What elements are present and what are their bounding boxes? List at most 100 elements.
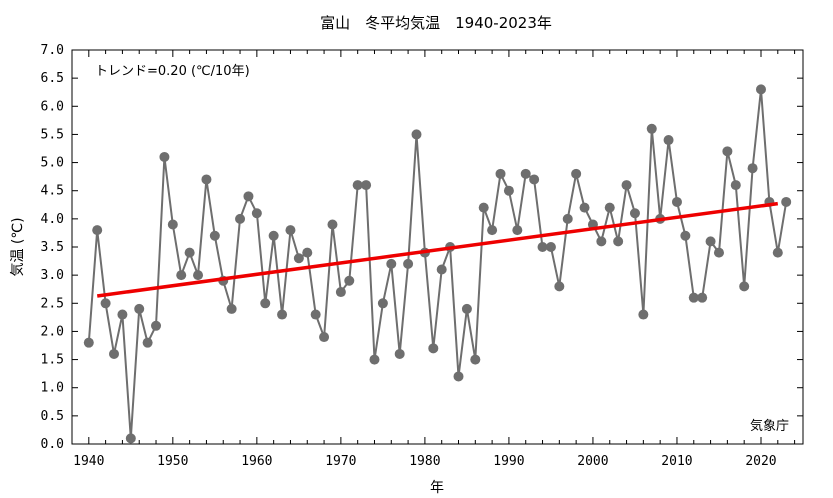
data-point (722, 146, 733, 157)
data-point (461, 303, 472, 314)
data-point (319, 332, 330, 343)
data-point (680, 230, 691, 241)
data-point (713, 247, 724, 258)
data-point (755, 84, 766, 95)
data-point (251, 208, 262, 219)
data-point (327, 219, 338, 230)
x-tick-label: 1950 (157, 454, 188, 469)
data-point (184, 247, 195, 258)
y-tick-label: 6.0 (41, 99, 64, 114)
data-point (394, 348, 405, 359)
data-point (403, 258, 414, 269)
x-axis-label: 年 (430, 480, 444, 496)
data-point (705, 236, 716, 247)
y-tick-label: 7.0 (41, 43, 64, 58)
x-tick-label: 1980 (409, 454, 440, 469)
data-point (453, 371, 464, 382)
data-point (621, 180, 632, 191)
data-point (134, 303, 145, 314)
data-point (302, 247, 313, 258)
data-point (545, 242, 556, 252)
y-tick-label: 5.5 (41, 127, 64, 142)
data-point (176, 270, 187, 281)
trend-annotation: トレンド=0.20 (℃/10年) (95, 64, 250, 79)
x-axis: 1940 1950 1960 1970 1980 1990 2000 2010 2020 (73, 50, 796, 469)
data-point (167, 219, 178, 230)
data-point (377, 298, 388, 309)
data-point (436, 264, 447, 275)
data-point (671, 196, 682, 207)
data-point (520, 168, 531, 179)
x-tick-label: 1960 (241, 454, 272, 469)
data-point (310, 309, 321, 320)
data-point (369, 354, 380, 365)
y-tick-label: 2.5 (41, 296, 64, 311)
data-point (478, 202, 489, 213)
trend-line (96, 201, 779, 298)
data-point (596, 236, 607, 247)
data-point (638, 309, 649, 320)
y-tick-label: 6.5 (41, 71, 64, 86)
y-tick-label: 0.5 (41, 409, 64, 424)
data-point (151, 320, 162, 331)
data-point (235, 213, 246, 224)
data-point (562, 213, 573, 224)
data-point (243, 191, 254, 202)
x-tick-label: 1940 (73, 454, 104, 469)
data-point (193, 270, 204, 281)
data-point (285, 225, 296, 236)
data-point (629, 208, 640, 219)
data-point (537, 242, 548, 252)
y-tick-label: 1.5 (41, 353, 64, 368)
data-point (100, 298, 111, 309)
source-label: 気象庁 (750, 418, 789, 434)
y-axis-label: 気温 (℃) (10, 217, 26, 276)
data-point (663, 135, 674, 146)
data-point (529, 174, 540, 185)
data-point (428, 343, 439, 354)
data-point (83, 337, 94, 348)
data-point (697, 292, 708, 303)
chart-title: 富山 冬平均気温 1940-2023年 (320, 14, 552, 32)
data-point (117, 309, 128, 320)
data-point (125, 433, 136, 444)
data-point (201, 174, 212, 185)
temperature-line (87, 89, 788, 439)
data-point (772, 247, 783, 258)
y-tick-label: 5.0 (41, 156, 64, 171)
data-point (781, 196, 792, 207)
y-tick-label: 3.0 (41, 268, 64, 283)
y-tick-label: 1.0 (41, 381, 64, 396)
data-point (411, 129, 422, 140)
y-tick-label: 4.5 (41, 184, 64, 199)
data-point (226, 303, 237, 314)
data-point (268, 230, 279, 241)
data-point (495, 168, 506, 179)
data-point (470, 354, 481, 365)
data-point (487, 225, 498, 236)
data-point (142, 337, 153, 348)
data-point (646, 123, 657, 134)
data-point (277, 309, 288, 320)
data-point (688, 292, 699, 303)
data-point (512, 225, 523, 236)
y-tick-label: 0.0 (41, 437, 64, 452)
data-point (109, 348, 120, 359)
x-tick-label: 1970 (325, 454, 356, 469)
y-tick-label: 2.0 (41, 324, 64, 339)
data-point (209, 230, 220, 241)
y-axis: 0.0 0.5 1.0 1.5 2.0 2.5 3.0 3.5 4.0 4.5 5.0 5.5 6.0 6… (41, 43, 803, 452)
x-tick-label: 2020 (745, 454, 776, 469)
plot-frame (71, 49, 804, 445)
y-tick-label: 4.0 (41, 212, 64, 227)
data-point (361, 180, 372, 191)
data-point (293, 253, 304, 264)
data-point (344, 275, 355, 286)
data-point (352, 180, 363, 191)
data-point (159, 151, 170, 162)
x-tick-label: 2010 (661, 454, 692, 469)
data-point (503, 185, 514, 196)
x-tick-label: 2000 (577, 454, 608, 469)
data-point (386, 258, 397, 269)
